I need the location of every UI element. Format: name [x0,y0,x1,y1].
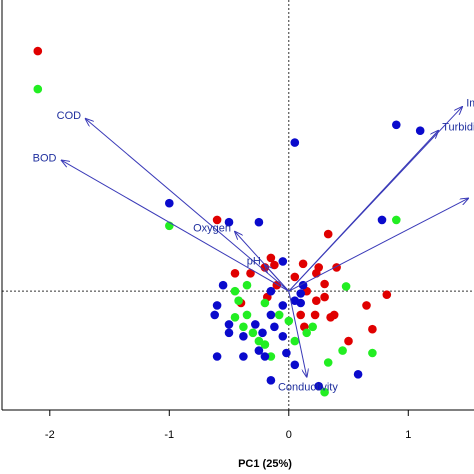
green-data-point [260,298,270,308]
green-data-point [230,313,240,322]
blue-data-point [266,310,276,320]
loading-label: pH [247,256,261,268]
green-data-point [284,316,294,326]
reference-lines [2,0,474,410]
blue-data-point [415,126,425,135]
blue-data-point [239,332,248,341]
green-data-point [242,280,252,290]
green-data-point [341,282,351,291]
blue-data-point [290,138,300,147]
red-data-point [344,336,353,346]
blue-data-point [282,348,291,358]
red-data-point [298,259,308,269]
x-tick-label: 1 [405,429,411,441]
red-data-point [320,292,329,302]
red-data-point [314,263,324,272]
blue-data-point [392,120,401,130]
blue-data-point [260,352,270,361]
blue-data-point [296,298,306,308]
blue-data-point [212,352,222,361]
loading-arrow [86,119,290,292]
blue-data-point [266,376,276,385]
red-data-point [290,272,300,282]
loading-arrow [288,198,468,292]
blue-data-point [254,346,264,355]
green-data-point [338,346,347,355]
green-data-point [302,328,312,338]
x-tick-label: -1 [164,429,174,441]
blue-data-point [270,322,279,332]
loading-label: Im [466,98,474,110]
loading-arrow [265,265,290,292]
red-data-point [329,310,339,320]
green-data-point [368,348,377,358]
blue-data-point [266,286,276,296]
green-data-point [266,352,276,361]
blue-data-point [278,257,288,266]
blue-data-point [224,320,234,329]
x-tick-label: -2 [45,429,55,441]
green-data-point [234,296,243,306]
red-data-point [312,296,321,306]
blue-data-point [290,360,300,370]
loading-label: Oxygen [193,222,231,234]
blue-data-point [258,328,267,338]
red-data-point [33,46,43,56]
loading-arrows: CODBODOxygenpHTurbidityImPConductivity [33,98,474,394]
green-data-point [230,286,240,296]
blue-data-point [239,352,248,361]
loading-label: Conductivity [278,382,338,394]
red-data-point [382,290,392,300]
green-data-point [274,310,284,320]
x-axis-title: PC1 (25%) [238,458,292,470]
green-data-point [290,336,300,346]
blue-data-point [210,310,219,320]
green-data-point [239,322,248,332]
blue-data-point [251,320,260,329]
blue-data-point [314,381,324,391]
green-data-point [308,322,318,332]
blue-data-point [218,280,228,290]
loading-label: Turbidity [442,121,474,133]
red-data-point [368,324,377,334]
blue-data-point [212,301,222,310]
loading-label: BOD [33,152,57,164]
green-data-point [242,310,252,320]
red-data-point [310,310,320,320]
blue-data-point [377,215,387,225]
blue-data-point [296,289,306,298]
red-data-point [362,301,371,310]
data-points [33,46,425,397]
red-data-point [296,310,306,320]
plot-frame [1,0,474,411]
green-data-point [33,84,43,94]
loading-arrow [62,160,290,292]
blue-data-point [224,217,234,227]
blue-data-point [278,332,288,341]
green-data-point [323,358,333,367]
red-data-point [246,269,255,278]
blue-data-point [278,301,288,310]
red-data-point [212,215,222,225]
red-data-point [230,269,240,278]
blue-data-point [165,198,174,208]
red-data-point [266,253,276,263]
loading-arrow [288,291,307,377]
green-data-point [248,328,258,338]
x-axis-ticks: -2 -1 0 1 [45,410,411,441]
blue-data-point [254,217,264,227]
green-data-point [320,387,329,397]
green-data-point [392,215,401,225]
blue-data-point [353,370,363,379]
red-data-point [323,229,333,239]
x-tick-label: 0 [286,429,292,441]
loading-label: COD [57,110,82,122]
red-data-point [320,279,329,289]
red-data-point [270,260,279,270]
blue-data-point [224,328,234,338]
green-data-point [254,336,264,346]
loading-arrow [288,107,462,292]
